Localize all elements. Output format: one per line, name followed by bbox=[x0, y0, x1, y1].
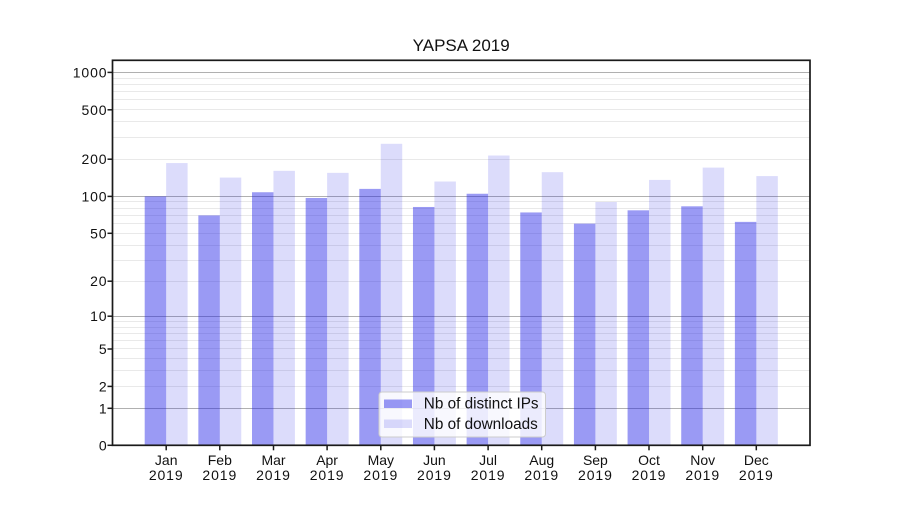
svg-text:Oct: Oct bbox=[638, 452, 660, 468]
svg-text:0: 0 bbox=[99, 437, 108, 453]
svg-text:Apr: Apr bbox=[316, 452, 338, 468]
svg-text:Mar: Mar bbox=[261, 452, 285, 468]
svg-text:100: 100 bbox=[81, 188, 107, 204]
svg-text:2019: 2019 bbox=[202, 467, 237, 483]
svg-text:2019: 2019 bbox=[417, 467, 452, 483]
svg-text:2: 2 bbox=[99, 378, 108, 394]
svg-text:Feb: Feb bbox=[208, 452, 232, 468]
svg-text:2019: 2019 bbox=[685, 467, 720, 483]
svg-text:May: May bbox=[368, 452, 394, 468]
svg-text:2019: 2019 bbox=[256, 467, 291, 483]
svg-text:1000: 1000 bbox=[73, 64, 108, 80]
svg-text:2019: 2019 bbox=[739, 467, 774, 483]
svg-text:2019: 2019 bbox=[363, 467, 398, 483]
svg-text:2019: 2019 bbox=[310, 467, 345, 483]
svg-text:2019: 2019 bbox=[524, 467, 559, 483]
svg-text:Nov: Nov bbox=[690, 452, 715, 468]
svg-text:YAPSA 2019: YAPSA 2019 bbox=[413, 36, 510, 55]
svg-text:Nb of downloads: Nb of downloads bbox=[424, 416, 538, 433]
svg-text:Aug: Aug bbox=[529, 452, 554, 468]
svg-text:50: 50 bbox=[90, 225, 107, 241]
svg-text:10: 10 bbox=[90, 308, 107, 324]
svg-text:Dec: Dec bbox=[744, 452, 769, 468]
svg-text:Jan: Jan bbox=[155, 452, 178, 468]
svg-text:Jun: Jun bbox=[423, 452, 446, 468]
svg-text:5: 5 bbox=[99, 341, 108, 357]
svg-text:Jul: Jul bbox=[479, 452, 497, 468]
svg-text:2019: 2019 bbox=[149, 467, 184, 483]
svg-text:500: 500 bbox=[81, 102, 107, 118]
svg-text:1: 1 bbox=[99, 400, 108, 416]
svg-text:20: 20 bbox=[90, 273, 107, 289]
svg-text:2019: 2019 bbox=[632, 467, 667, 483]
svg-text:2019: 2019 bbox=[471, 467, 506, 483]
svg-text:200: 200 bbox=[81, 151, 107, 167]
svg-text:2019: 2019 bbox=[578, 467, 613, 483]
svg-text:Sep: Sep bbox=[583, 452, 608, 468]
svg-text:Nb of distinct IPs: Nb of distinct IPs bbox=[424, 396, 539, 413]
